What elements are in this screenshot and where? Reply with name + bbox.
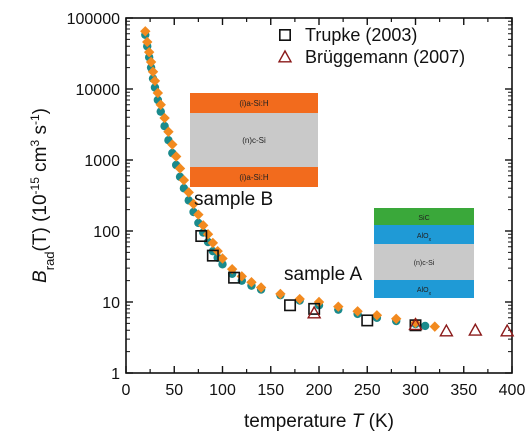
sample-b-top-layer: [190, 93, 318, 113]
data-point: [429, 321, 440, 332]
sample-a-alox-bottom-label: AlOx: [417, 287, 432, 297]
sample-a-label: sample A: [284, 264, 362, 285]
sample-b-top-label: (i)a-Si:H: [239, 99, 269, 108]
series-2: [195, 230, 422, 332]
sample-a-si-label: (n)c-Si: [414, 260, 435, 267]
data-point: [170, 151, 182, 162]
data-point: [149, 75, 161, 87]
y-tick-label: 1000: [84, 153, 120, 170]
data-point: [246, 277, 257, 288]
data-point: [207, 237, 219, 249]
sample-a-sic-layer: [374, 208, 474, 225]
x-tick-label: 300: [402, 382, 429, 399]
x-tick-label: 0: [122, 382, 131, 399]
data-point: [178, 174, 190, 186]
data-point: [155, 99, 166, 110]
data-point: [284, 299, 297, 312]
x-tick-label: 150: [257, 382, 284, 399]
plot-frame: [125, 17, 513, 374]
data-point: [188, 198, 199, 210]
x-tick-label: 50: [165, 382, 183, 399]
data-point: [333, 301, 344, 312]
sample-b-middle-layer: [190, 113, 318, 167]
data-point: [163, 126, 174, 137]
data-point: [174, 163, 186, 174]
x-tick-label: 200: [306, 382, 333, 399]
x-axis-label: temperature T (K): [244, 411, 394, 432]
series-3: [306, 305, 515, 337]
data-point: [408, 317, 423, 331]
y-tick-label: 100: [93, 224, 120, 241]
x-tick-label: 100: [209, 382, 236, 399]
data-point: [143, 46, 155, 58]
data-point: [255, 282, 267, 293]
data-point: [142, 36, 153, 48]
y-tick-label: 1: [111, 366, 120, 383]
data-point: [140, 26, 151, 37]
data-point: [308, 302, 321, 315]
data-point: [294, 293, 305, 305]
data-point: [147, 66, 159, 77]
data-point: [371, 310, 383, 321]
data-point: [352, 306, 363, 317]
legend-marker: [278, 28, 291, 41]
data-point: [218, 260, 227, 269]
data-point: [167, 139, 178, 150]
legend-marker: [277, 49, 293, 63]
data-point: [198, 220, 209, 231]
data-point: [468, 322, 483, 336]
data-point: [306, 305, 322, 319]
data-point: [159, 112, 170, 124]
data-point: [228, 271, 241, 284]
sample-a-alox-top-layer: [374, 225, 474, 244]
data-point: [499, 323, 515, 337]
data-point: [206, 249, 219, 262]
sample-a-alox-bottom-layer: [374, 280, 474, 298]
sample-a-inset: SiC AlOx (n)c-Si AlOx: [374, 208, 474, 298]
sample-b-middle-label: (n)c-Si: [242, 136, 266, 145]
data-point: [195, 230, 208, 243]
x-tick-label: 400: [499, 382, 526, 399]
sample-b-bottom-label: (i)a-Si:H: [239, 173, 269, 182]
legend-label: Trupke (2003): [305, 25, 417, 45]
data-point: [145, 56, 157, 68]
data-point: [409, 319, 422, 332]
y-tick-label: 100000: [67, 11, 120, 28]
legend-label: Brüggemann (2007): [305, 47, 465, 67]
sample-b-inset: (i)a-Si:H (n)c-Si (i)a-Si:H: [190, 93, 318, 187]
sample-a-si-layer: [374, 244, 474, 280]
sample-b-label: sample B: [194, 189, 273, 210]
data-point: [152, 87, 164, 99]
data-point: [217, 253, 228, 264]
sample-b-bottom-layer: [190, 167, 318, 187]
sample-a-sic-label: SiC: [418, 215, 429, 222]
data-point: [313, 296, 325, 308]
data-point: [420, 321, 430, 331]
data-point: [160, 121, 169, 131]
data-point: [361, 314, 374, 327]
y-tick-label: 10000: [76, 82, 121, 99]
data-point: [275, 288, 286, 300]
data-point: [439, 323, 454, 337]
y-tick-label: 10: [102, 295, 120, 312]
data-point: [156, 107, 165, 116]
x-tick-label: 250: [354, 382, 381, 399]
data-point: [202, 229, 214, 240]
x-tick-label: 350: [450, 382, 477, 399]
data-point: [391, 313, 402, 324]
y-axis-label: Brad(T) (10-15 cm3 s-1): [28, 108, 57, 283]
data-point: [193, 209, 204, 220]
data-point: [183, 187, 194, 198]
sample-a-alox-top-label: AlOx: [417, 233, 432, 243]
